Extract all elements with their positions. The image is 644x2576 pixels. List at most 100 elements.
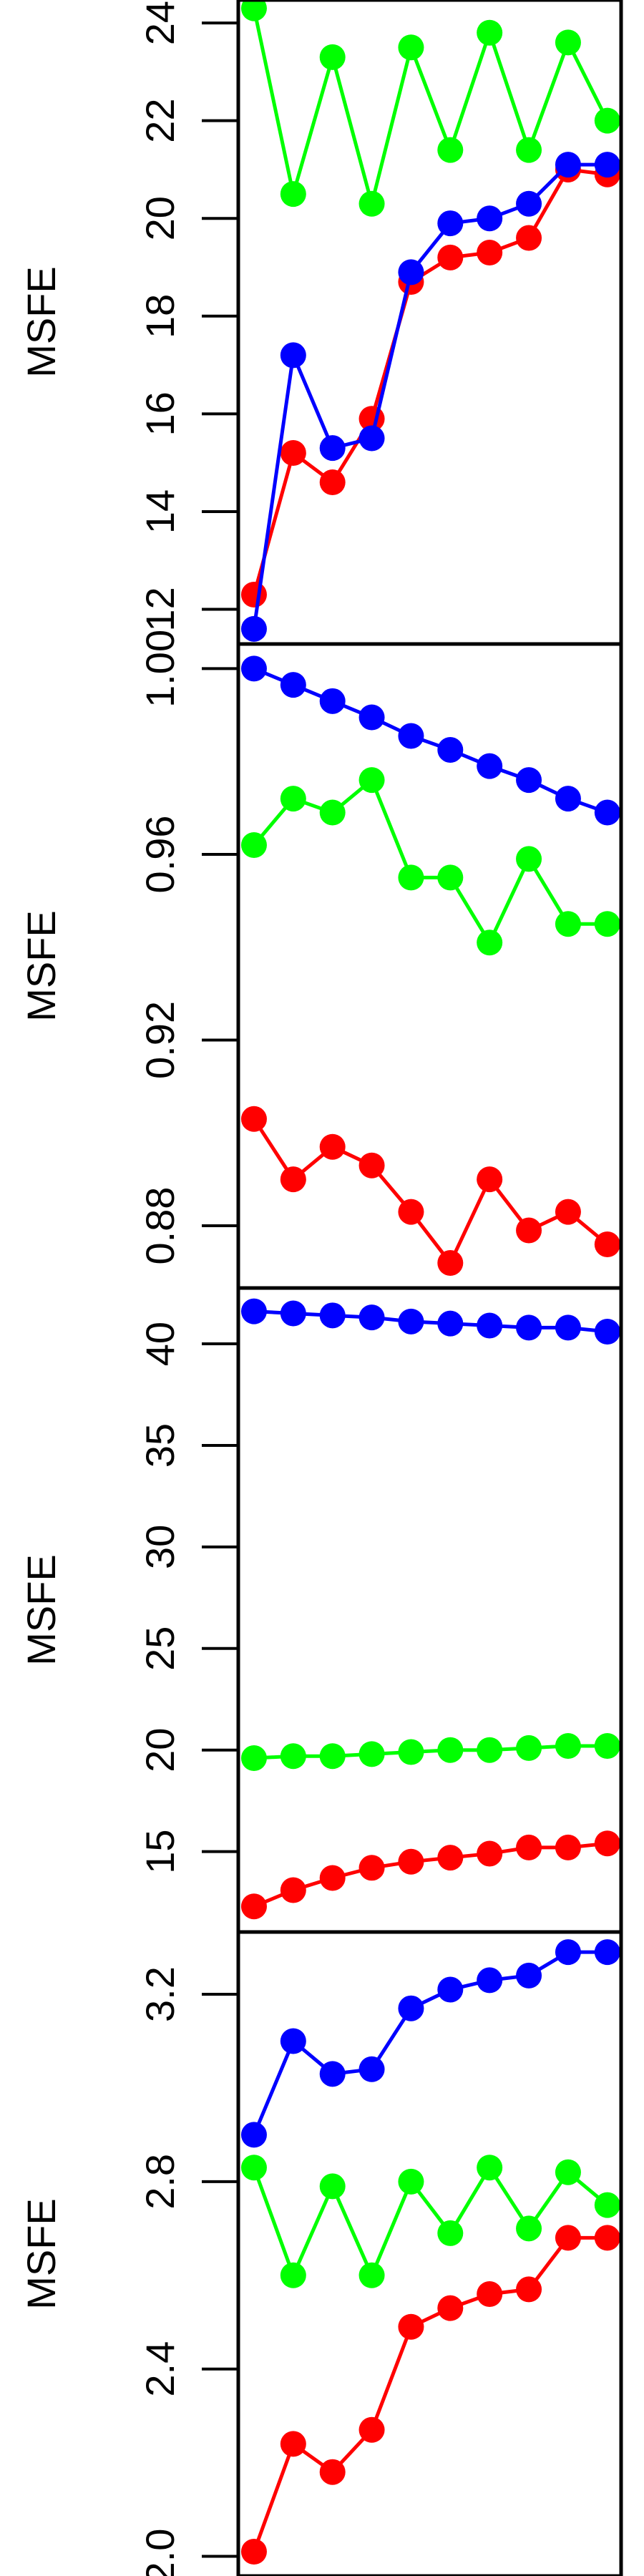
point [358, 190, 385, 217]
y-tick-label: 22 [137, 99, 182, 143]
point [437, 864, 464, 891]
point [280, 1877, 306, 1903]
point [555, 29, 581, 56]
point [398, 864, 424, 891]
point [280, 2431, 306, 2457]
point [319, 799, 346, 826]
point [594, 1319, 620, 1345]
point [358, 1304, 385, 1331]
y-tick-label: 35 [137, 1423, 182, 1468]
point [358, 767, 385, 794]
point [240, 615, 267, 642]
point [398, 2168, 424, 2195]
point [516, 137, 542, 163]
y-tick-label: 2.8 [137, 2154, 182, 2210]
point [516, 1834, 542, 1860]
point [477, 2155, 503, 2181]
point [594, 911, 620, 937]
series-line [252, 167, 608, 595]
point [516, 846, 542, 872]
point [240, 831, 267, 858]
point [398, 259, 424, 286]
point [594, 1733, 620, 1760]
point [437, 1845, 464, 1871]
y-axis-label: MSFE [19, 910, 64, 1022]
point [437, 1310, 464, 1337]
point [319, 1133, 346, 1160]
point [555, 2159, 581, 2185]
y-axis-label: MSFE [19, 2198, 64, 2310]
point [477, 205, 503, 232]
point [437, 137, 464, 163]
point [319, 1743, 346, 1770]
point [398, 723, 424, 749]
series-line [253, 667, 608, 814]
point [594, 2225, 620, 2251]
series-line [252, 1950, 608, 2136]
point [516, 2276, 542, 2303]
point [437, 244, 464, 270]
point [555, 1834, 581, 1860]
point [358, 425, 385, 452]
point [437, 1976, 464, 2003]
point [437, 210, 464, 237]
point [477, 1737, 503, 1763]
y-tick-label: 25 [137, 1626, 182, 1671]
plot-frame [236, 1286, 623, 1934]
y-tick-label: 14 [137, 489, 182, 534]
y-axis-label: MSFE [19, 266, 64, 378]
point [240, 1298, 267, 1324]
point [358, 2262, 385, 2288]
point [319, 1865, 346, 1891]
point [398, 2313, 424, 2340]
point [555, 1199, 581, 1225]
point [398, 1308, 424, 1335]
point [358, 1741, 385, 1767]
y-tick-label: 18 [137, 294, 182, 338]
point [280, 1166, 306, 1193]
point [516, 1735, 542, 1761]
point [280, 2262, 306, 2288]
point [319, 2173, 346, 2200]
point [240, 1745, 267, 1772]
point [594, 2192, 620, 2218]
point [240, 655, 267, 682]
point [516, 2215, 542, 2242]
point [477, 19, 503, 46]
point [555, 786, 581, 812]
y-tick-label: 30 [137, 1525, 182, 1569]
point [398, 1199, 424, 1225]
point [240, 1106, 267, 1132]
point [555, 1314, 581, 1341]
point [477, 1840, 503, 1867]
point [555, 1733, 581, 1760]
point [280, 181, 306, 208]
point [555, 152, 581, 178]
y-tick-label: 20 [137, 196, 182, 240]
point [437, 1249, 464, 1276]
point [280, 672, 306, 698]
point [594, 1939, 620, 1966]
series-line [252, 2164, 609, 2280]
point [477, 753, 503, 779]
point [437, 2295, 464, 2321]
y-tick-label: 20 [137, 1728, 182, 1772]
point [398, 1848, 424, 1875]
point [358, 704, 385, 731]
point [555, 1939, 581, 1966]
y-tick-label: 40 [137, 1322, 182, 1366]
y-tick-label: 0.96 [137, 815, 182, 893]
series-line [253, 1309, 608, 1334]
point [280, 1300, 306, 1327]
series-line [252, 162, 608, 630]
point [240, 0, 267, 21]
point [398, 34, 424, 61]
point [477, 1967, 503, 1994]
point [477, 2280, 503, 2307]
point [477, 930, 503, 956]
y-axis-label: MSFE [19, 1554, 64, 1666]
point [240, 2122, 267, 2148]
y-tick-label: 1.00 [137, 630, 182, 708]
point [516, 225, 542, 251]
point [437, 2220, 464, 2246]
